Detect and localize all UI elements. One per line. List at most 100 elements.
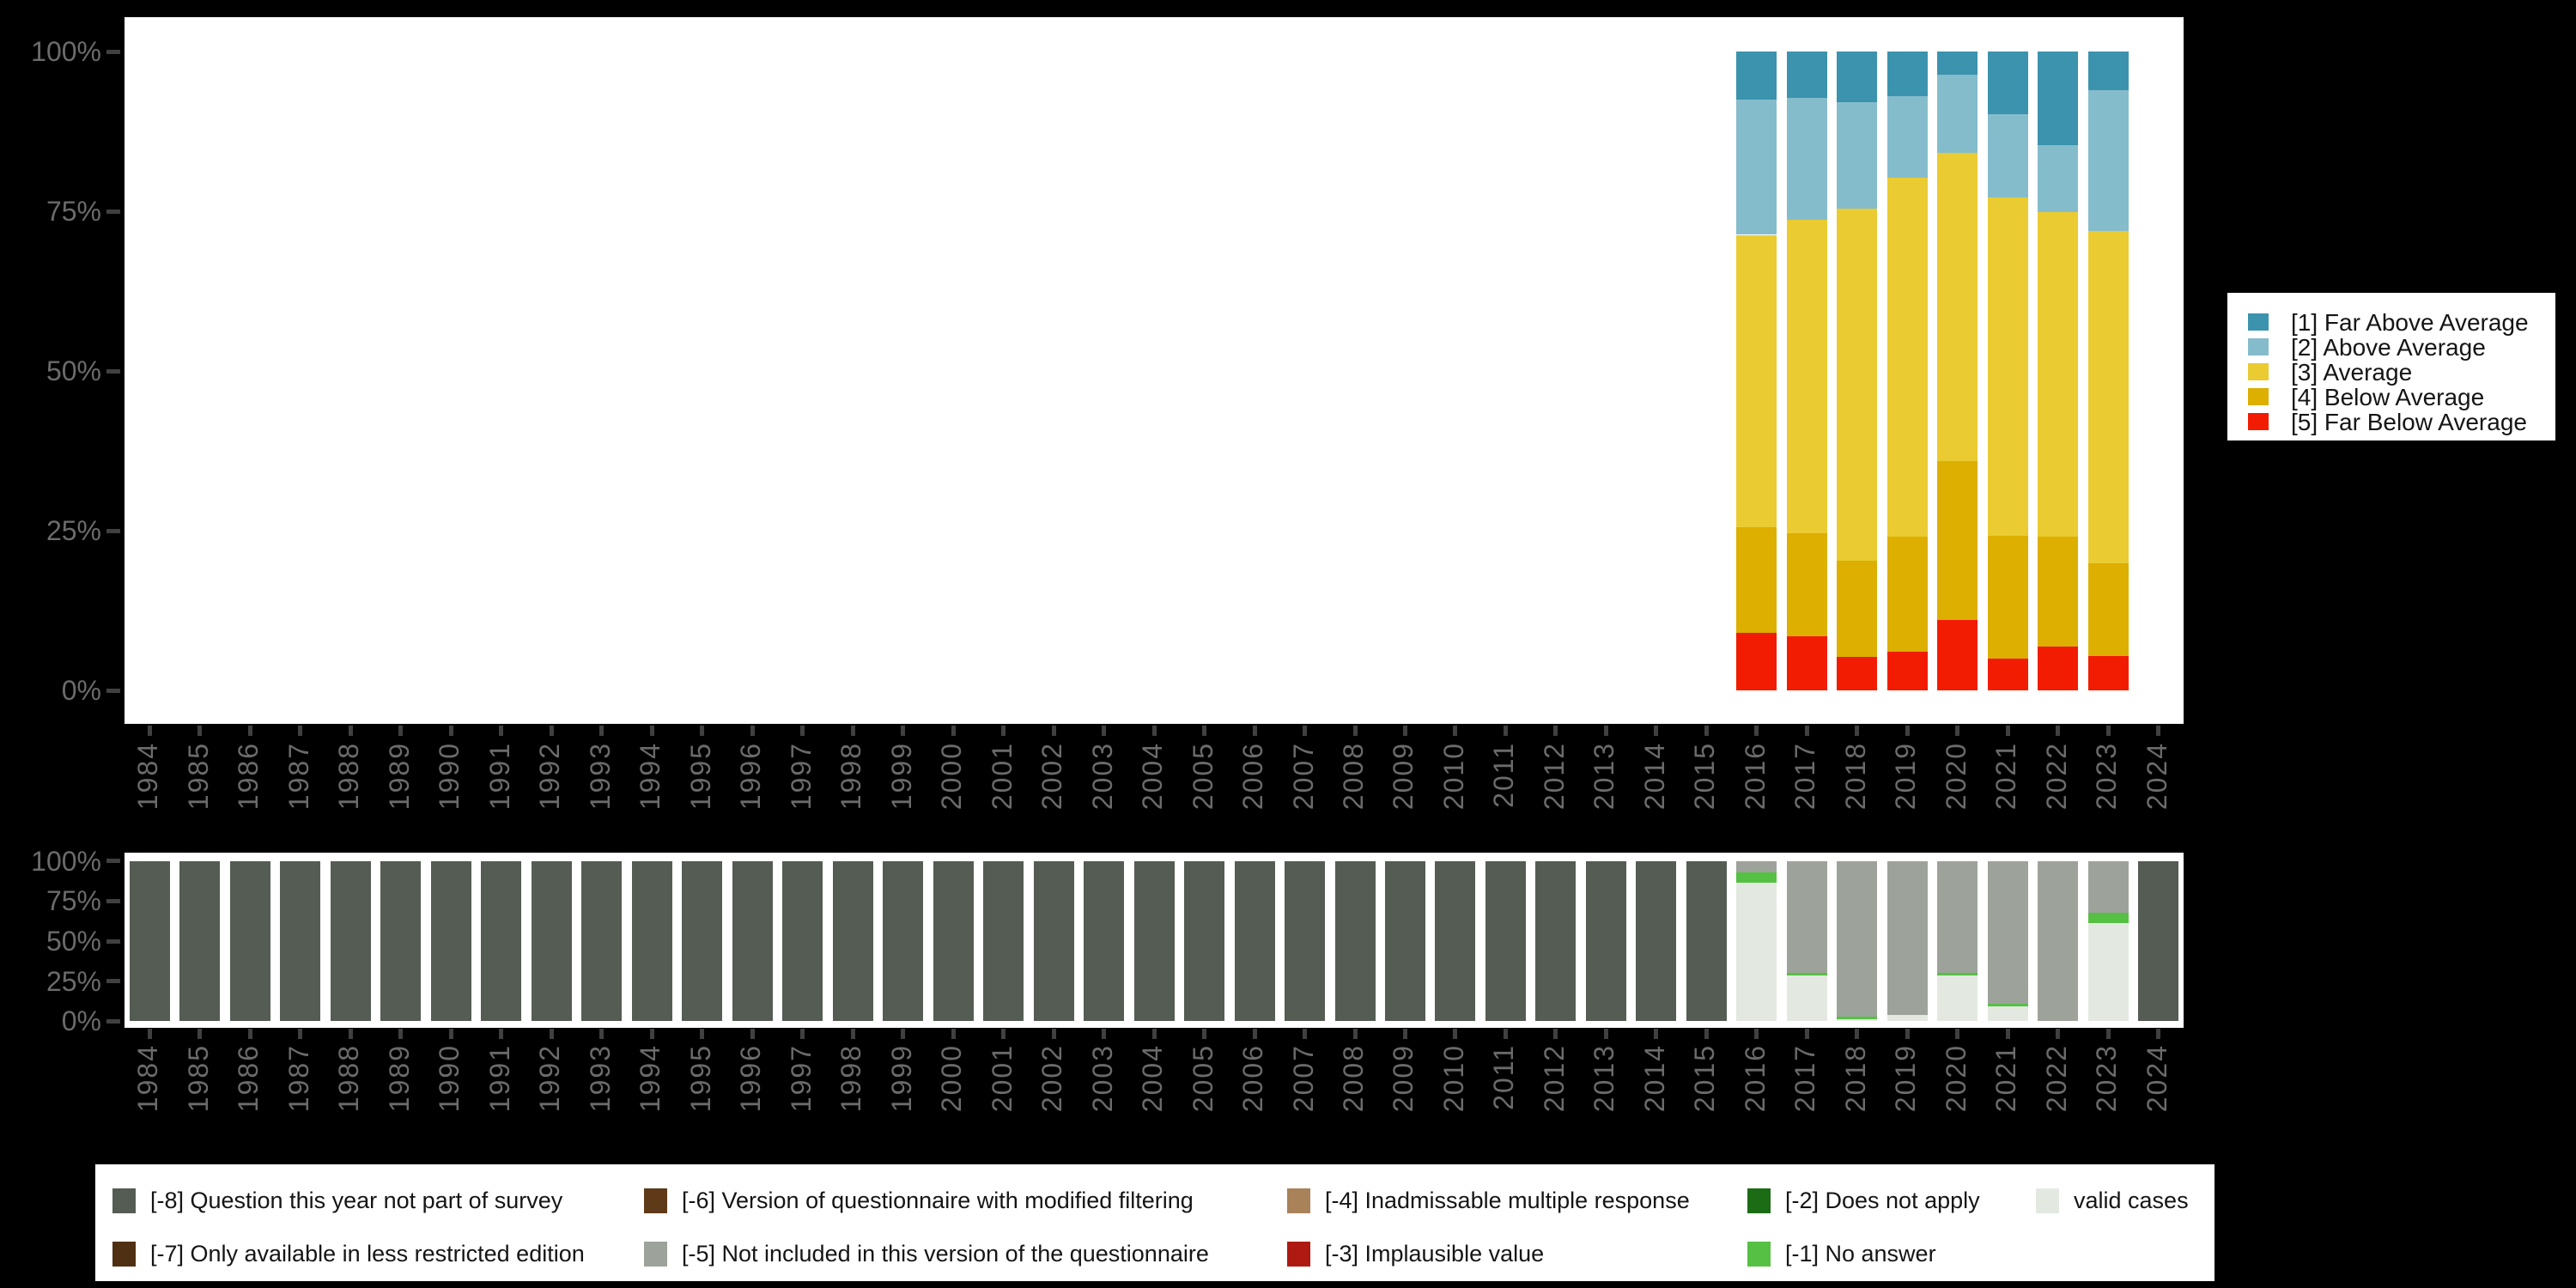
x-axis-label-2021: 2021 <box>1990 742 2022 811</box>
x-axis-label-1992: 1992 <box>534 1044 566 1113</box>
y-axis-label-25%: 25% <box>46 965 101 997</box>
x-tick-2007 <box>1303 1029 1307 1039</box>
x-tick-2009 <box>1402 1029 1407 1039</box>
bar-segment-2008 <box>1334 860 1376 1022</box>
bar-segment-1988 <box>330 860 371 1022</box>
bar-segment-1985 <box>179 860 221 1022</box>
x-tick-2002 <box>1051 726 1056 736</box>
missing-legend-swatch <box>2036 1188 2059 1213</box>
x-tick-1997 <box>800 1029 805 1039</box>
x-tick-2004 <box>1151 726 1157 736</box>
y-tick-75% <box>106 209 120 214</box>
x-axis-label-2024: 2024 <box>2141 1044 2172 1113</box>
bar-segment-1984 <box>129 860 170 1022</box>
bar-segment-2019 <box>1886 52 1928 97</box>
x-axis-label-2024: 2024 <box>2141 742 2172 811</box>
x-tick-2008 <box>1352 1029 1358 1039</box>
x-axis-label-1990: 1990 <box>434 1044 465 1113</box>
x-tick-2009 <box>1402 726 1407 736</box>
x-axis-label-2004: 2004 <box>1137 742 1168 811</box>
bar-segment-2019 <box>1886 1015 1928 1022</box>
y-tick-50% <box>106 368 120 374</box>
x-tick-2022 <box>2056 726 2061 736</box>
missing-legend-label: [-6] Version of questionnaire with modif… <box>682 1188 1194 1213</box>
bar-segment-2001 <box>983 860 1024 1022</box>
bar-segment-2018 <box>1837 860 1878 1018</box>
bar-segment-2018 <box>1837 52 1878 102</box>
missing-values-chart-panel <box>125 853 2184 1028</box>
x-axis-label-1986: 1986 <box>233 742 264 811</box>
missing-legend-swatch <box>1747 1188 1771 1213</box>
bar-segment-1990 <box>430 860 471 1022</box>
x-tick-2006 <box>1252 726 1257 736</box>
x-axis-label-1985: 1985 <box>182 742 214 811</box>
x-axis-label-2002: 2002 <box>1036 742 1067 811</box>
missing-legend-swatch <box>1287 1188 1310 1213</box>
x-axis-label-2013: 2013 <box>1589 1044 1620 1113</box>
x-axis-label-1993: 1993 <box>584 1044 616 1113</box>
x-axis-label-2015: 2015 <box>1689 742 1721 811</box>
y-axis-label-100%: 100% <box>31 36 101 67</box>
x-axis-label-1989: 1989 <box>383 1044 415 1113</box>
x-axis-label-2000: 2000 <box>936 742 967 811</box>
bar-segment-2006 <box>1234 860 1275 1022</box>
x-tick-2018 <box>1855 726 1860 736</box>
bar-segment-2020 <box>1937 860 1978 974</box>
x-axis-label-2022: 2022 <box>2040 742 2072 811</box>
x-tick-2014 <box>1654 1029 1659 1039</box>
bar-segment-2017 <box>1786 98 1827 220</box>
x-axis-label-1987: 1987 <box>283 1044 314 1113</box>
x-tick-2011 <box>1503 726 1508 736</box>
x-tick-2019 <box>1905 726 1910 736</box>
x-axis-label-2009: 2009 <box>1388 742 1419 811</box>
x-axis-label-1994: 1994 <box>635 742 666 811</box>
x-axis-label-1989: 1989 <box>383 742 415 811</box>
bar-segment-2014 <box>1636 860 1677 1022</box>
bar-segment-2019 <box>1886 860 1928 1016</box>
x-axis-label-1997: 1997 <box>785 742 817 811</box>
x-tick-2010 <box>1453 726 1458 736</box>
x-tick-2012 <box>1553 1029 1558 1039</box>
x-tick-2013 <box>1603 726 1608 736</box>
missing-legend-label: [-7] Only available in less restricted e… <box>150 1241 585 1267</box>
bar-segment-2020 <box>1937 973 1978 976</box>
x-tick-1992 <box>549 1029 554 1039</box>
legend-swatch <box>2248 338 2269 355</box>
bar-segment-1994 <box>631 860 672 1022</box>
x-axis-label-2001: 2001 <box>986 1044 1018 1113</box>
x-axis-label-2005: 2005 <box>1187 742 1218 811</box>
y-tick-100% <box>106 49 120 54</box>
x-axis-label-2011: 2011 <box>1488 1044 1520 1110</box>
x-tick-1985 <box>197 726 203 736</box>
y-axis-label-75%: 75% <box>46 885 101 917</box>
bar-segment-2017 <box>1786 973 1827 975</box>
bar-segment-2018 <box>1837 656 1878 690</box>
bar-segment-2022 <box>2038 211 2079 537</box>
x-tick-1998 <box>850 726 855 736</box>
bar-segment-2023 <box>2087 922 2129 1022</box>
x-axis-label-1992: 1992 <box>534 742 566 811</box>
x-tick-2024 <box>2156 726 2161 736</box>
x-axis-label-2000: 2000 <box>936 1044 967 1113</box>
legend-swatch <box>2248 313 2269 331</box>
x-axis-label-2003: 2003 <box>1086 742 1118 811</box>
x-axis-label-1993: 1993 <box>584 742 616 811</box>
x-tick-2015 <box>1704 1029 1709 1039</box>
x-axis-label-2012: 2012 <box>1538 1044 1570 1113</box>
y-tick-75% <box>106 898 120 903</box>
x-axis-label-1999: 1999 <box>885 742 917 811</box>
x-tick-1984 <box>147 726 152 736</box>
x-axis-label-1991: 1991 <box>483 1044 515 1113</box>
bar-segment-2020 <box>1937 620 1978 690</box>
distribution-chart-panel <box>125 17 2184 724</box>
x-axis-label-2005: 2005 <box>1187 1044 1218 1113</box>
x-tick-2008 <box>1352 726 1358 736</box>
bar-segment-2023 <box>2087 655 2129 690</box>
x-tick-1990 <box>448 726 453 736</box>
x-axis-label-2001: 2001 <box>986 742 1018 811</box>
x-axis-label-1998: 1998 <box>835 1044 867 1113</box>
bar-segment-2021 <box>1987 197 2028 536</box>
bar-segment-1992 <box>531 860 572 1022</box>
x-axis-label-2018: 2018 <box>1839 1044 1871 1113</box>
x-tick-1984 <box>147 1029 152 1039</box>
